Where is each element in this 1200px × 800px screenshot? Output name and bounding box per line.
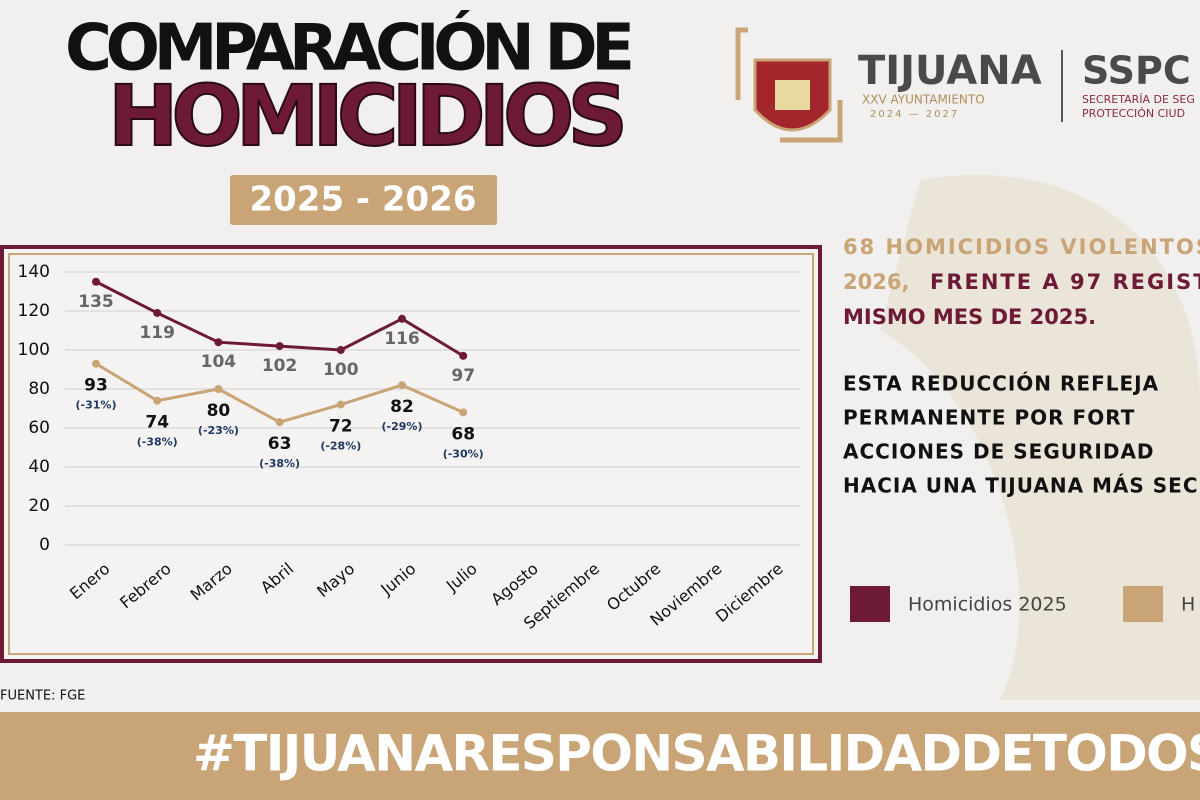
point	[459, 408, 468, 417]
change-label: (-38%)	[259, 457, 300, 470]
value-label: 97	[451, 366, 475, 386]
y-tick-label: 20	[28, 496, 50, 516]
y-tick-label: 100	[18, 340, 50, 360]
point	[92, 277, 100, 286]
council: XXV AYUNTAMIENTO	[862, 93, 985, 107]
summary-line: 68 HOMICIDIOS VIOLENTOS	[843, 235, 1200, 259]
change-label: (-29%)	[382, 420, 423, 433]
footer-band	[0, 712, 1200, 800]
value-label: 116	[384, 329, 420, 349]
point	[398, 314, 406, 323]
point	[275, 342, 284, 351]
legend-label: Homicidios 2025	[908, 594, 1067, 616]
logo-bracket	[780, 100, 843, 143]
agency-line2: PROTECCIÓN CIUD	[1082, 107, 1185, 120]
point	[336, 346, 345, 354]
point	[275, 418, 284, 427]
point	[153, 396, 162, 405]
chart-frame	[0, 245, 822, 663]
paragraph: ESTA REDUCCIÓN REFLEJA PERMANENTE POR FOR…	[843, 372, 1199, 498]
logo-bracket	[735, 27, 748, 100]
paragraph-line: ESTA REDUCCIÓN REFLEJA	[843, 372, 1159, 396]
summary-line: FRENTE A 97 REGIST	[930, 270, 1200, 294]
value-label: 102	[262, 356, 298, 376]
point	[459, 351, 468, 360]
value-label: 104	[201, 352, 237, 372]
value-label: 68	[451, 424, 475, 444]
legend-label: H	[1181, 594, 1195, 616]
y-tick-label: 0	[39, 535, 50, 555]
point	[214, 338, 223, 347]
change-label: (-31%)	[76, 399, 117, 412]
point	[153, 308, 162, 317]
point	[398, 381, 406, 390]
paragraph-line: ACCIONES DE SEGURIDAD	[843, 440, 1155, 464]
paragraph-line: HACIA UNA TIJUANA MÁS SEC	[843, 474, 1199, 498]
watermark	[880, 175, 1200, 700]
value-label: 63	[268, 434, 292, 454]
hashtag: #TIJUANARESPONSABILIDADDETODOS	[193, 725, 1200, 783]
change-label: (-38%)	[137, 436, 178, 449]
agency: SSPC	[1082, 49, 1191, 93]
title-line1: COMPARACIÓN DE	[65, 10, 635, 86]
shield-center	[775, 80, 810, 110]
y-tick-label: 140	[18, 262, 50, 282]
city: TIJUANA	[858, 48, 1042, 94]
value-label: 72	[329, 417, 353, 437]
legend-swatch	[1123, 586, 1163, 622]
source: FUENTE: FGE	[0, 689, 85, 704]
point	[214, 385, 223, 393]
value-label: 93	[84, 376, 108, 396]
summary-line: 2026,	[843, 270, 909, 294]
years: 2025 - 2026	[249, 180, 476, 220]
value-label: 74	[145, 413, 169, 433]
y-tick-label: 60	[28, 418, 50, 438]
chart-frame-inner	[8, 253, 814, 655]
y-tick-label: 120	[18, 301, 50, 321]
y-tick-label: 80	[28, 379, 50, 399]
point	[336, 400, 345, 409]
change-label: (-30%)	[443, 447, 484, 460]
value-label: 100	[323, 360, 359, 380]
legend: Homicidios 2025 H	[850, 586, 1195, 622]
summary-line: MISMO MES DE 2025.	[843, 305, 1096, 329]
change-label: (-28%)	[320, 440, 361, 453]
value-label: 80	[207, 401, 231, 421]
agency-line1: SECRETARÍA DE SEG	[1082, 93, 1195, 106]
years-box	[230, 175, 497, 225]
value-label: 119	[139, 323, 175, 343]
value-label: 135	[78, 292, 114, 312]
point	[92, 359, 100, 368]
paragraph-line: PERMANENTE POR FORT	[843, 406, 1135, 430]
legend-swatch	[850, 586, 890, 622]
title-line2: HOMICIDIOS	[108, 67, 628, 165]
change-label: (-23%)	[198, 424, 239, 437]
value-label: 82	[390, 397, 414, 417]
term: 2024 — 2027	[870, 109, 959, 120]
y-tick-label: 40	[28, 457, 50, 477]
